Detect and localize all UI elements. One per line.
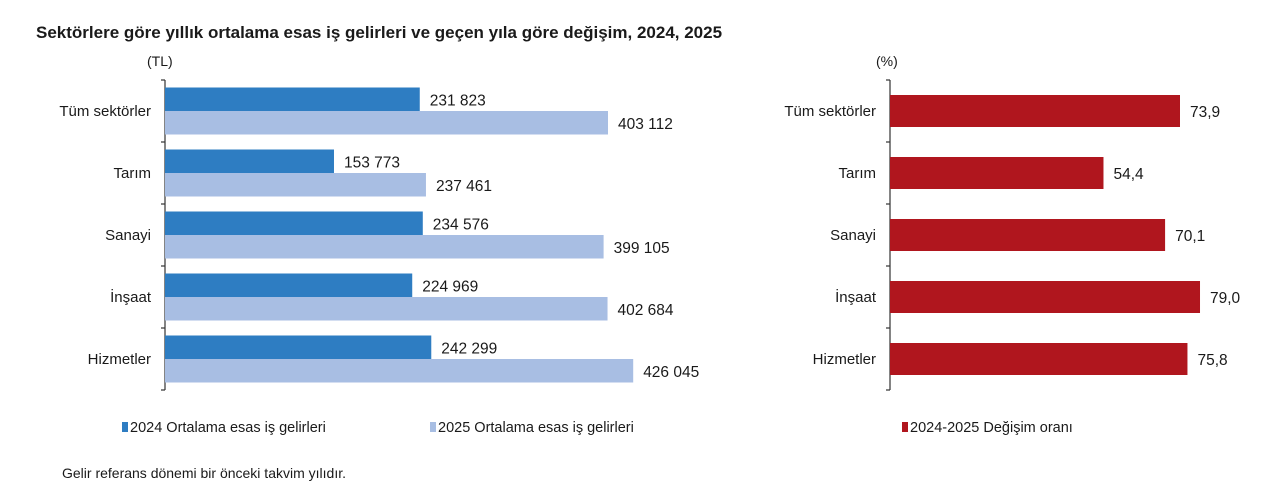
data-label: 231 823 (430, 92, 486, 109)
bar-2024-1 (165, 149, 334, 173)
legend-label: 2024-2025 Değişim oranı (910, 420, 1073, 436)
legend-swatch (902, 422, 908, 432)
category-label: İnşaat (835, 288, 877, 306)
data-label: 399 105 (614, 240, 670, 257)
bar-2024-3 (165, 273, 413, 297)
bar-2024-4 (165, 335, 432, 359)
category-label: Tarım (114, 165, 152, 182)
bar-change-4 (890, 343, 1188, 375)
bar-2025-3 (165, 297, 608, 321)
legend-label: 2024 Ortalama esas iş gelirleri (130, 420, 326, 436)
bar-2025-4 (165, 359, 634, 383)
bar-2024-2 (165, 211, 423, 235)
chart-title: Sektörlere göre yıllık ortalama esas iş … (36, 23, 722, 42)
bar-change-2 (890, 219, 1166, 251)
data-label: 234 576 (433, 216, 489, 233)
data-label: 426 045 (643, 364, 699, 381)
bar-change-0 (890, 95, 1180, 127)
data-label: 224 969 (422, 278, 478, 295)
data-label: 402 684 (618, 302, 674, 319)
category-label: Sanayi (830, 227, 876, 244)
data-label: 75,8 (1197, 352, 1227, 369)
category-label: Tüm sektörler (59, 103, 151, 120)
right-unit-label: (%) (876, 53, 898, 69)
legend-swatch (430, 422, 436, 432)
category-label: İnşaat (110, 288, 152, 306)
data-label: 403 112 (618, 116, 673, 133)
left-unit-label: (TL) (147, 53, 173, 69)
bar-change-1 (890, 157, 1104, 189)
bar-2025-2 (165, 235, 604, 259)
data-label: 54,4 (1113, 166, 1144, 183)
category-label: Hizmetler (813, 351, 876, 368)
category-label: Hizmetler (88, 351, 151, 368)
bar-2025-1 (165, 173, 426, 197)
data-label: 73,9 (1190, 104, 1220, 121)
bar-2025-0 (165, 111, 608, 135)
bar-2024-0 (165, 87, 420, 111)
data-label: 70,1 (1175, 228, 1205, 245)
footnote: Gelir referans dönemi bir önceki takvim … (62, 465, 346, 481)
category-label: Tüm sektörler (784, 103, 876, 120)
category-label: Tarım (839, 165, 877, 182)
bar-change-3 (890, 281, 1201, 313)
data-label: 242 299 (441, 340, 497, 357)
category-label: Sanayi (105, 227, 151, 244)
legend-swatch (122, 422, 128, 432)
data-label: 237 461 (436, 178, 492, 195)
legend-label: 2025 Ortalama esas iş gelirleri (438, 420, 634, 436)
data-label: 153 773 (344, 154, 400, 171)
data-label: 79,0 (1210, 290, 1241, 307)
